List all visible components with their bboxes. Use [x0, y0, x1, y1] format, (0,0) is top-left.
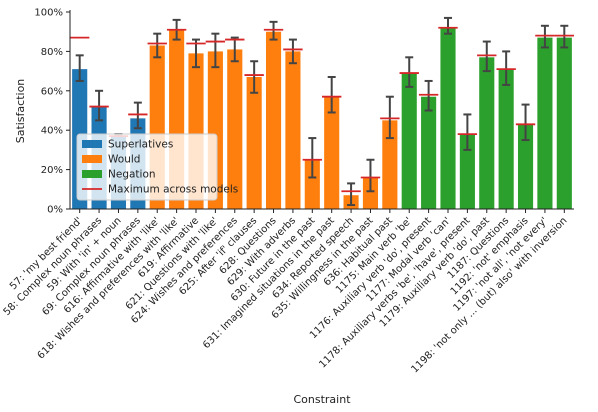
error-bar [502, 50, 511, 86]
error-bar [521, 103, 530, 142]
error-bar [211, 32, 220, 69]
legend-swatch [82, 155, 102, 163]
error-bar [327, 76, 336, 114]
error-bar [424, 79, 433, 112]
error-bar [75, 54, 84, 82]
bar [556, 37, 572, 209]
error-bar [250, 60, 259, 94]
legend-swatch [82, 140, 102, 148]
bar [459, 134, 475, 209]
error-bar [385, 95, 394, 140]
error-bar [308, 137, 317, 179]
bar [382, 120, 398, 209]
y-tick-label: 20% [41, 165, 63, 176]
y-axis: 0% 20% 40% 60% 80% 100% [34, 8, 71, 216]
bar [227, 49, 243, 210]
bar [498, 69, 514, 209]
legend-label: Maximum across models [108, 184, 238, 196]
bar [479, 57, 495, 210]
bar [246, 77, 262, 209]
error-bar [482, 40, 491, 73]
bar [517, 124, 534, 209]
error-bar [366, 158, 375, 193]
error-bar [133, 101, 142, 130]
legend-label: Negation [108, 169, 156, 181]
bar [324, 96, 340, 209]
bar [285, 51, 301, 210]
y-tick-label: 0% [47, 205, 63, 216]
legend-item: Negation [82, 169, 156, 181]
error-bar [153, 32, 162, 59]
x-axis-title: Constraint [293, 393, 351, 406]
legend-swatch [82, 170, 102, 178]
error-bar [347, 182, 356, 207]
bar [401, 73, 417, 209]
error-bar [463, 113, 472, 151]
bar [304, 159, 320, 209]
error-bar [288, 38, 297, 65]
y-tick-label: 80% [41, 47, 63, 58]
legend: Superlatives Would Negation Maximum across … [76, 133, 238, 201]
bar [440, 27, 456, 210]
error-bar [540, 24, 549, 49]
y-tick-label: 60% [41, 86, 63, 97]
x-axis: 57: 'my best friend'58: Complex noun phr… [2, 208, 574, 375]
legend-frame [76, 133, 218, 201]
legend-item: Would [82, 154, 140, 166]
bar [537, 37, 553, 209]
y-tick-label: 100% [34, 8, 63, 19]
bar [421, 96, 437, 209]
legend-label: Superlatives [108, 139, 173, 151]
y-axis-title: Satisfaction [14, 79, 27, 144]
error-bar [269, 20, 278, 41]
error-bar [95, 89, 104, 122]
error-bar [405, 56, 414, 88]
legend-item: Superlatives [82, 139, 173, 151]
legend-label: Would [108, 154, 140, 166]
legend-item: Maximum across models [82, 184, 238, 196]
error-bar [230, 36, 239, 63]
error-bar [444, 16, 452, 35]
bar [265, 31, 282, 210]
y-tick-label: 40% [41, 126, 63, 137]
error-bar [560, 24, 569, 49]
bar [362, 177, 379, 209]
